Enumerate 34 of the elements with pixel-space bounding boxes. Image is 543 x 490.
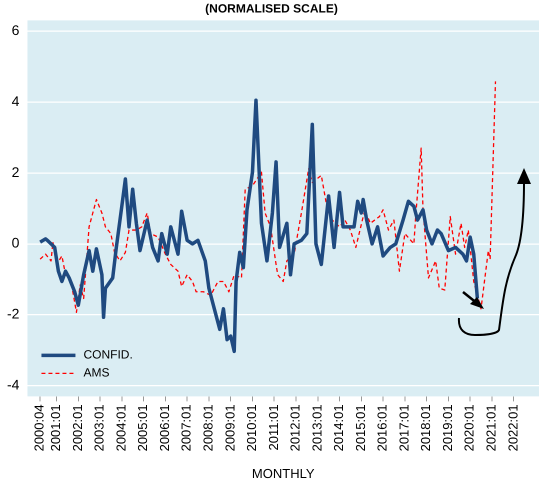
x-tick-label: 2016:01 (374, 404, 390, 452)
y-tick-label: -2 (6, 306, 20, 322)
x-tick-label: 2006:01 (156, 404, 172, 452)
x-tick-label: 2009:01 (222, 404, 238, 452)
x-tick-label: 2002:01 (70, 404, 85, 452)
x-tick-label: 2001:01 (48, 404, 64, 452)
x-tick-label: 2019:01 (440, 404, 455, 452)
x-tick-label: 2014:01 (331, 404, 346, 452)
x-tick-label: 2018:01 (418, 404, 434, 452)
x-tick-label: 2020:01 (462, 404, 477, 452)
y-tick-label: -4 (6, 376, 20, 393)
y-tick-label: 6 (12, 22, 20, 38)
x-tick-label: 2011:01 (266, 404, 281, 450)
x-tick-label: 2012:01 (288, 404, 303, 452)
chart-title: (NORMALISED SCALE) (205, 2, 338, 16)
legend-label: CONFID. (83, 348, 133, 362)
x-tick-label: 2008:01 (200, 404, 216, 452)
x-tick-label: 2010:01 (244, 404, 260, 452)
x-tick-label: 2013:01 (309, 404, 324, 452)
x-tick-label: 2015:01 (352, 404, 368, 452)
legend-label: AMS (83, 366, 110, 380)
x-tick-label: 2000:04 (32, 404, 47, 452)
x-tick-label: 2004:01 (113, 404, 128, 452)
x-tick-label: 2003:01 (92, 404, 107, 452)
x-tick-label: 2021:01 (484, 404, 499, 452)
y-tick-label: 2 (12, 164, 20, 180)
x-tick-label: 2022:01 (505, 404, 520, 452)
x-tick-label: 2017:01 (396, 404, 412, 452)
x-tick-label: 2005:01 (135, 404, 150, 452)
y-tick-label: 4 (12, 92, 20, 109)
x-axis-title: MONTHLY (252, 466, 315, 481)
x-tick-label: 2007:01 (178, 404, 194, 452)
y-tick-label: 0 (12, 234, 20, 251)
line-series (39, 80, 496, 313)
